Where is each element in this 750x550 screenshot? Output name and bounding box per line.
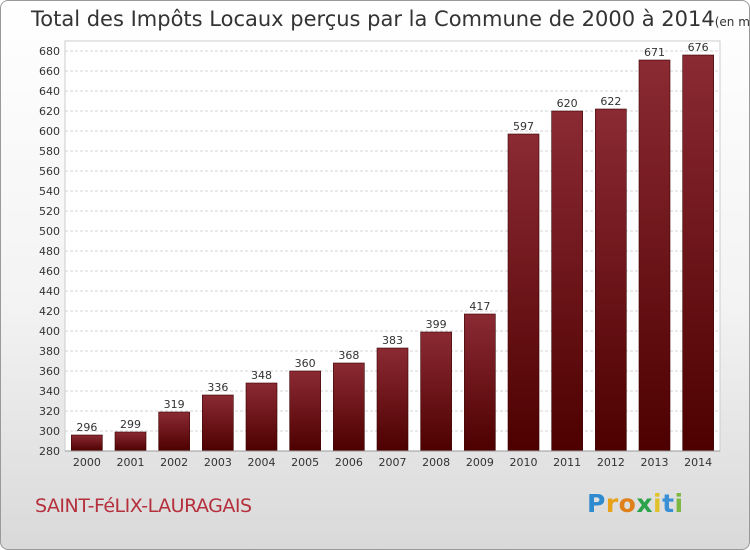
y-tick-label: 280 <box>39 445 60 458</box>
data-label: 597 <box>513 120 534 133</box>
data-label: 671 <box>644 46 665 59</box>
logo-letter: i <box>653 489 663 518</box>
bar <box>202 394 234 452</box>
y-tick-label: 300 <box>39 425 60 438</box>
logo-letter: P <box>587 489 606 518</box>
x-tick-label: 2001 <box>117 456 145 469</box>
bar <box>114 431 147 452</box>
bar <box>158 411 190 452</box>
y-tick-label: 440 <box>39 285 60 298</box>
y-tick-label: 520 <box>39 205 60 218</box>
x-tick-label: 2003 <box>204 456 232 469</box>
logo-letter: x <box>636 489 653 518</box>
y-tick-label: 540 <box>39 185 60 198</box>
data-label: 368 <box>338 349 359 362</box>
x-tick-label: 2009 <box>466 456 494 469</box>
x-tick-label: 2007 <box>379 456 407 469</box>
bar <box>638 59 671 452</box>
data-label: 299 <box>120 418 141 431</box>
data-label: 399 <box>426 318 447 331</box>
x-tick-label: 2014 <box>684 456 712 469</box>
y-tick-label: 660 <box>39 65 60 78</box>
bar <box>245 382 278 452</box>
y-tick-label: 500 <box>39 225 60 238</box>
y-tick-label: 320 <box>39 405 60 418</box>
data-label: 622 <box>600 95 621 108</box>
bar <box>71 434 103 452</box>
data-label: 417 <box>469 300 490 313</box>
y-tick-label: 400 <box>39 325 60 338</box>
bar <box>464 313 496 452</box>
y-tick-label: 460 <box>39 265 60 278</box>
data-label: 336 <box>207 381 228 394</box>
bar <box>595 108 627 452</box>
data-label: 348 <box>251 369 272 382</box>
bar <box>289 370 321 452</box>
bar <box>682 54 714 452</box>
y-tick-label: 600 <box>39 125 60 138</box>
logo-letter: r <box>605 489 619 518</box>
x-tick-label: 2004 <box>248 456 276 469</box>
data-label: 383 <box>382 334 403 347</box>
data-label: 360 <box>295 357 316 370</box>
logo-letter: i <box>674 489 684 518</box>
logo-letter: t <box>662 489 675 518</box>
y-tick-label: 560 <box>39 165 60 178</box>
data-label: 319 <box>164 398 185 411</box>
y-tick-label: 340 <box>39 385 60 398</box>
y-tick-label: 640 <box>39 85 60 98</box>
x-tick-label: 2010 <box>510 456 538 469</box>
x-tick-label: 2005 <box>291 456 319 469</box>
commune-name: SAINT-FéLIX-LAURAGAIS <box>35 495 252 517</box>
data-label: 620 <box>557 97 578 110</box>
data-label: 296 <box>76 421 97 434</box>
proxiti-logo: Proxiti <box>587 489 684 518</box>
logo-letter: o <box>618 489 637 518</box>
y-tick-label: 360 <box>39 365 60 378</box>
x-tick-label: 2002 <box>160 456 188 469</box>
y-tick-label: 620 <box>39 105 60 118</box>
x-tick-label: 2013 <box>641 456 669 469</box>
chart-title-main: Total des Impôts Locaux perçus par la Co… <box>31 7 715 31</box>
bar <box>376 347 409 452</box>
x-tick-label: 2012 <box>597 456 625 469</box>
y-tick-label: 580 <box>39 145 60 158</box>
bar <box>507 133 540 452</box>
chart-title: Total des Impôts Locaux perçus par la Co… <box>31 7 750 31</box>
bar <box>420 331 452 452</box>
x-tick-label: 2000 <box>73 456 101 469</box>
x-tick-label: 2011 <box>553 456 581 469</box>
x-tick-label: 2006 <box>335 456 363 469</box>
y-tick-label: 480 <box>39 245 60 258</box>
y-tick-label: 420 <box>39 305 60 318</box>
bar <box>333 362 365 452</box>
bar <box>551 110 583 452</box>
x-tick-label: 2008 <box>422 456 450 469</box>
chart-title-unit: (en milliers d'€) <box>714 15 750 29</box>
y-tick-label: 680 <box>39 45 60 58</box>
y-tick-label: 380 <box>39 345 60 358</box>
data-label: 676 <box>688 41 709 54</box>
